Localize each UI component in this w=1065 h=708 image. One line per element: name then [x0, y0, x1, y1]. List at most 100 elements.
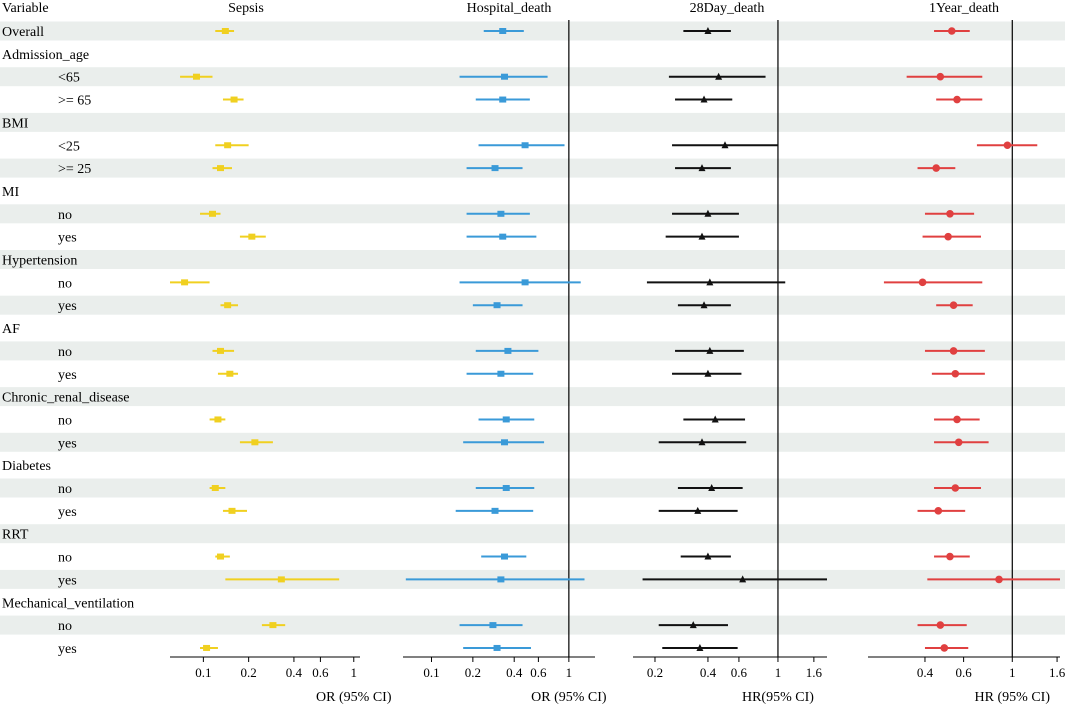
estimate-marker	[704, 552, 712, 560]
row-label: yes	[58, 231, 77, 246]
row-band	[0, 158, 1065, 178]
row-band	[0, 387, 1065, 407]
row-label: no	[58, 619, 72, 634]
estimate-marker	[499, 233, 507, 240]
estimate-marker	[951, 484, 960, 492]
estimate-marker	[700, 95, 708, 103]
row-band	[0, 295, 1065, 315]
estimate-marker	[706, 278, 714, 286]
x-tick-label: 0.1	[423, 665, 439, 680]
estimate-marker	[501, 553, 509, 560]
row-band	[0, 250, 1065, 269]
estimate-marker	[489, 622, 497, 629]
row-label: no	[58, 276, 72, 291]
estimate-marker	[953, 415, 961, 424]
row-label: Hypertension	[2, 254, 77, 269]
panel-title: 1Year_death	[929, 1, 999, 16]
variable-header: Variable	[2, 1, 49, 16]
row-label: no	[58, 551, 72, 566]
estimate-marker	[954, 438, 963, 447]
estimate-marker	[248, 233, 256, 240]
x-tick-label: 0.6	[530, 665, 547, 680]
row-label: no	[58, 482, 72, 497]
estimate-marker	[217, 347, 225, 354]
estimate-marker	[949, 347, 958, 355]
estimate-marker	[698, 438, 706, 446]
estimate-marker	[502, 416, 510, 423]
estimate-marker	[739, 575, 747, 583]
x-tick-label: 1.6	[806, 665, 823, 680]
estimate-marker	[953, 95, 961, 104]
estimate-marker	[698, 164, 706, 172]
estimate-marker	[918, 278, 927, 287]
x-tick-label: 0.6	[955, 665, 972, 680]
row-label: AF	[2, 322, 20, 337]
estimate-marker	[192, 73, 200, 80]
estimate-marker	[715, 72, 723, 80]
estimate-marker	[951, 369, 960, 378]
row-label: <25	[58, 139, 80, 154]
estimate-marker	[224, 142, 232, 149]
x-axis-title: HR(95% CI)	[742, 690, 814, 705]
estimate-marker	[493, 302, 501, 309]
estimate-marker	[698, 232, 706, 240]
estimate-marker	[689, 621, 697, 629]
estimate-marker	[708, 484, 716, 491]
estimate-marker	[704, 369, 712, 377]
row-label: no	[58, 345, 72, 360]
x-tick-label: 1	[775, 665, 782, 680]
row-band	[0, 615, 1065, 635]
row-label: MI	[2, 185, 19, 200]
row-label: >= 25	[58, 162, 91, 177]
estimate-marker	[211, 485, 219, 491]
estimate-marker	[936, 621, 945, 629]
estimate-marker	[501, 73, 509, 80]
panel-3: 0.4 0.6 1 1.6 HR (95% CI)	[868, 20, 1065, 705]
estimate-marker	[251, 439, 259, 446]
x-axis-title: HR (95% CI)	[975, 690, 1051, 705]
x-tick-label: 1	[351, 665, 358, 680]
estimate-marker	[208, 210, 216, 217]
estimate-marker	[696, 643, 704, 651]
x-tick-label: 0.2	[647, 665, 663, 680]
panel-title: Sepsis	[228, 1, 264, 16]
estimate-marker	[947, 27, 956, 35]
row-label: yes	[58, 505, 77, 520]
row-label: yes	[58, 368, 77, 383]
estimate-marker	[700, 301, 708, 309]
row-band	[0, 21, 1065, 41]
estimate-marker	[949, 301, 958, 310]
x-tick-label: 0.2	[241, 665, 257, 680]
row-label: <65	[58, 71, 80, 86]
row-labels: Overall Admission_age <65 >= 65 BMI <25 >= 25 M…	[2, 25, 134, 657]
x-tick-label: 1.6	[1049, 665, 1065, 680]
estimate-marker	[521, 279, 529, 286]
estimate-marker	[230, 96, 238, 103]
x-tick-label: 0.4	[506, 665, 523, 680]
estimate-marker	[214, 416, 222, 423]
estimate-marker	[491, 165, 499, 172]
estimate-marker	[497, 370, 505, 377]
estimate-marker	[491, 507, 499, 514]
estimate-marker	[217, 553, 225, 560]
estimate-marker	[932, 164, 940, 172]
estimate-marker	[228, 507, 236, 514]
row-label: yes	[58, 642, 77, 657]
x-tick-label: 0.6	[312, 665, 329, 680]
estimate-marker	[936, 72, 945, 81]
estimate-marker	[217, 165, 225, 172]
estimate-marker	[711, 415, 719, 423]
row-label: yes	[58, 436, 77, 451]
estimate-marker	[269, 622, 277, 629]
estimate-marker	[181, 279, 189, 286]
estimate-marker	[499, 96, 507, 103]
estimate-marker	[502, 485, 510, 491]
estimate-marker	[704, 27, 712, 34]
row-label: Mechanical_ventilation	[2, 596, 134, 611]
panel-0: 0.1 0.2 0.4 0.6 1 OR (95% CI)	[170, 28, 392, 705]
row-label: BMI	[2, 116, 29, 131]
estimate-marker	[493, 644, 501, 651]
estimate-marker	[203, 644, 211, 651]
estimate-marker	[521, 142, 529, 149]
row-label: Overall	[2, 25, 44, 40]
